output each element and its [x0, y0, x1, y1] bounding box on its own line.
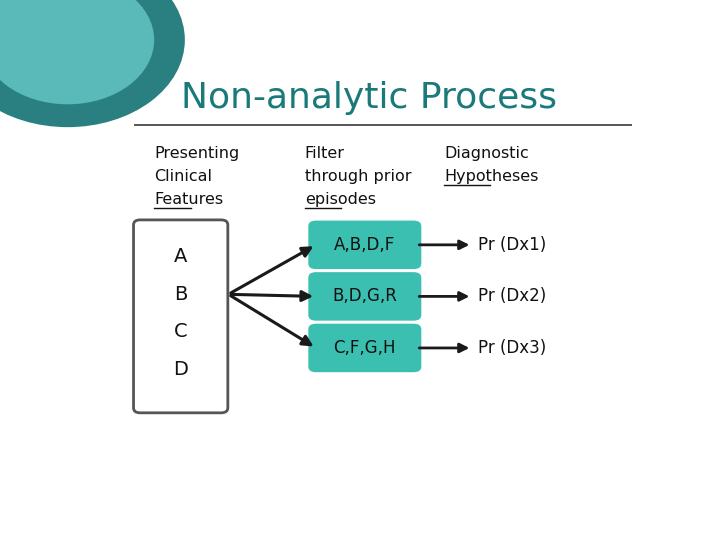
Text: A,B,D,F: A,B,D,F	[334, 236, 395, 254]
Text: Filter: Filter	[305, 146, 345, 161]
Text: C,F,G,H: C,F,G,H	[333, 339, 396, 357]
Text: episodes: episodes	[305, 192, 376, 207]
Text: A: A	[174, 247, 187, 266]
Text: Features: Features	[154, 192, 223, 207]
FancyBboxPatch shape	[307, 220, 422, 270]
Text: D: D	[174, 360, 188, 379]
Text: Pr (Dx3): Pr (Dx3)	[478, 339, 546, 357]
Text: Clinical: Clinical	[154, 168, 212, 184]
Circle shape	[0, 0, 185, 127]
Text: Pr (Dx1): Pr (Dx1)	[478, 236, 546, 254]
FancyBboxPatch shape	[307, 272, 422, 321]
Text: Presenting: Presenting	[154, 146, 240, 161]
Text: Pr (Dx2): Pr (Dx2)	[478, 287, 546, 306]
Circle shape	[0, 0, 154, 104]
Text: through prior: through prior	[305, 168, 411, 184]
Text: Hypotheses: Hypotheses	[444, 168, 539, 184]
FancyBboxPatch shape	[133, 220, 228, 413]
FancyBboxPatch shape	[307, 323, 422, 373]
Text: Non-analytic Process: Non-analytic Process	[181, 81, 557, 115]
Text: Diagnostic: Diagnostic	[444, 146, 529, 161]
Text: C: C	[174, 322, 187, 341]
Text: B: B	[174, 285, 187, 304]
Text: B,D,G,R: B,D,G,R	[333, 287, 397, 306]
